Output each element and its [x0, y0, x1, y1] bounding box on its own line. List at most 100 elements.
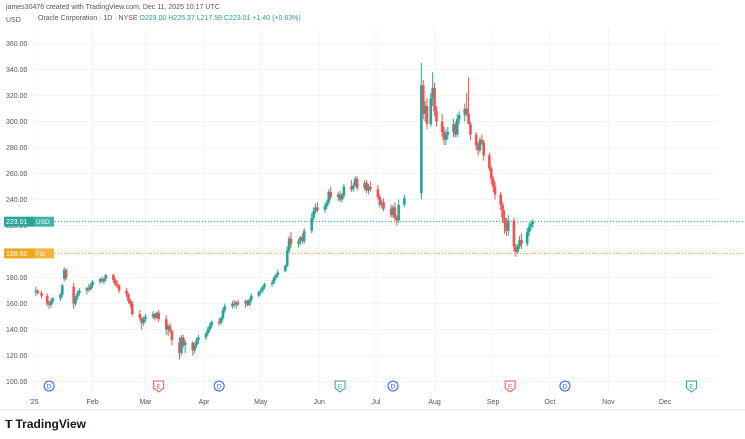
candle-body-down: [520, 239, 523, 244]
candle-body-up: [62, 269, 66, 279]
candle-body-up: [248, 299, 251, 305]
candle-body-down: [140, 317, 144, 324]
candle-body-up: [270, 282, 274, 285]
x-tick-label: Oct: [544, 399, 555, 406]
candle-body-up: [531, 221, 535, 225]
event-label: D: [217, 384, 222, 391]
candle-body-down: [127, 294, 130, 301]
candle-body-down: [236, 302, 240, 304]
earnings-marker: [153, 380, 165, 393]
candle-body-up: [336, 194, 340, 197]
candle-body-down: [454, 124, 457, 135]
candle-body-up: [206, 329, 210, 334]
candle-body-up: [391, 207, 395, 216]
symbol-name: Oracle Corporation · 1D · NYSE: [38, 15, 138, 22]
candle-body-up: [249, 295, 253, 300]
candle-body-up: [51, 298, 55, 301]
candle-body-down: [232, 303, 236, 305]
currency-label: USD: [6, 17, 21, 24]
candle-body-up: [431, 87, 434, 99]
dividend-marker: [43, 380, 55, 392]
candle-body-up: [85, 288, 89, 291]
candle-body-up: [231, 303, 234, 307]
x-tick-label: May: [254, 399, 268, 406]
candle-body-down: [389, 208, 393, 216]
event-label: D: [563, 384, 568, 391]
candle-body-down: [100, 278, 104, 282]
dividend-marker: [559, 380, 571, 392]
candle-body-up: [272, 277, 276, 283]
candle-body-down: [125, 290, 128, 295]
candle-body-down: [465, 108, 468, 114]
event-label: E: [508, 384, 513, 391]
candle-body-down: [246, 301, 249, 305]
x-tick-label: Jul: [372, 399, 381, 406]
candle-body-down: [378, 197, 382, 205]
x-tick-label: '25: [29, 399, 38, 406]
candle-body-up: [144, 316, 147, 320]
candle-body-up: [76, 293, 79, 298]
candle-body-up: [195, 340, 198, 346]
candle-body-up: [367, 186, 370, 191]
candle-body-down: [369, 186, 372, 190]
y-tick-label: 320.00: [6, 93, 28, 100]
candle-body-down: [117, 285, 121, 291]
candle-body-down: [45, 295, 49, 304]
candle-body-up: [261, 286, 264, 291]
candle-body-up: [183, 342, 187, 346]
candle-body-down: [489, 168, 493, 179]
x-tick-label: Sep: [487, 399, 500, 406]
candle-body-down: [178, 342, 181, 353]
candle-body-down: [382, 202, 385, 209]
candle-body-up: [327, 191, 331, 203]
candle-body-down: [365, 182, 368, 191]
candle-body-down: [440, 121, 444, 132]
candle-body-down: [476, 145, 480, 151]
candle-body-up: [244, 301, 247, 304]
candle-body-down: [168, 325, 172, 331]
candle-body-up: [219, 317, 223, 324]
x-tick-label: Feb: [87, 399, 99, 406]
candle-body-down: [338, 194, 342, 200]
earnings-marker: [504, 380, 516, 393]
candle-body-down: [395, 217, 399, 221]
ohlc-values: O223.00 H225.37 L217.59 C223.01 +1.40 (+…: [139, 15, 301, 22]
candle-body-down: [64, 269, 68, 278]
event-label: E: [157, 384, 162, 391]
candle-body-down: [181, 337, 185, 346]
candle-body-up: [444, 134, 448, 140]
y-tick-label: 160.00: [6, 301, 28, 308]
candle-body-up: [423, 106, 427, 114]
candle-body-up: [297, 241, 300, 244]
event-label: D: [47, 384, 52, 391]
candle-body-up: [287, 238, 291, 251]
candle-body-down: [191, 342, 195, 351]
x-tick-label: Mar: [139, 399, 152, 406]
candle-body-up: [302, 230, 306, 242]
candle-body-up: [299, 237, 302, 242]
x-tick-label: Jun: [314, 399, 325, 406]
candle-body-down: [482, 142, 486, 156]
event-label: E: [338, 384, 343, 391]
dividend-marker: [387, 380, 399, 392]
candle-body-up: [312, 211, 315, 218]
candle-body-up: [284, 265, 287, 272]
candle-body-up: [463, 108, 467, 116]
tradingview-logo[interactable]: 𝗧 TradingView: [5, 417, 86, 431]
candle-body-up: [314, 207, 317, 212]
candle-body-up: [98, 278, 102, 282]
y-tick-label: 240.00: [6, 197, 28, 204]
candle-body-up: [310, 217, 314, 231]
fib-price-box: [4, 248, 34, 259]
candle-body-up: [518, 239, 521, 247]
candle-body-up: [429, 98, 433, 125]
candle-body-down: [316, 207, 319, 210]
y-tick-label: 100.00: [6, 379, 28, 386]
candle-body-up: [353, 178, 357, 186]
candle-body-up: [516, 246, 520, 252]
candle-body-down: [433, 87, 436, 112]
candle-body-down: [301, 237, 304, 242]
candle-body-up: [276, 272, 280, 275]
candle-body-down: [115, 284, 119, 286]
